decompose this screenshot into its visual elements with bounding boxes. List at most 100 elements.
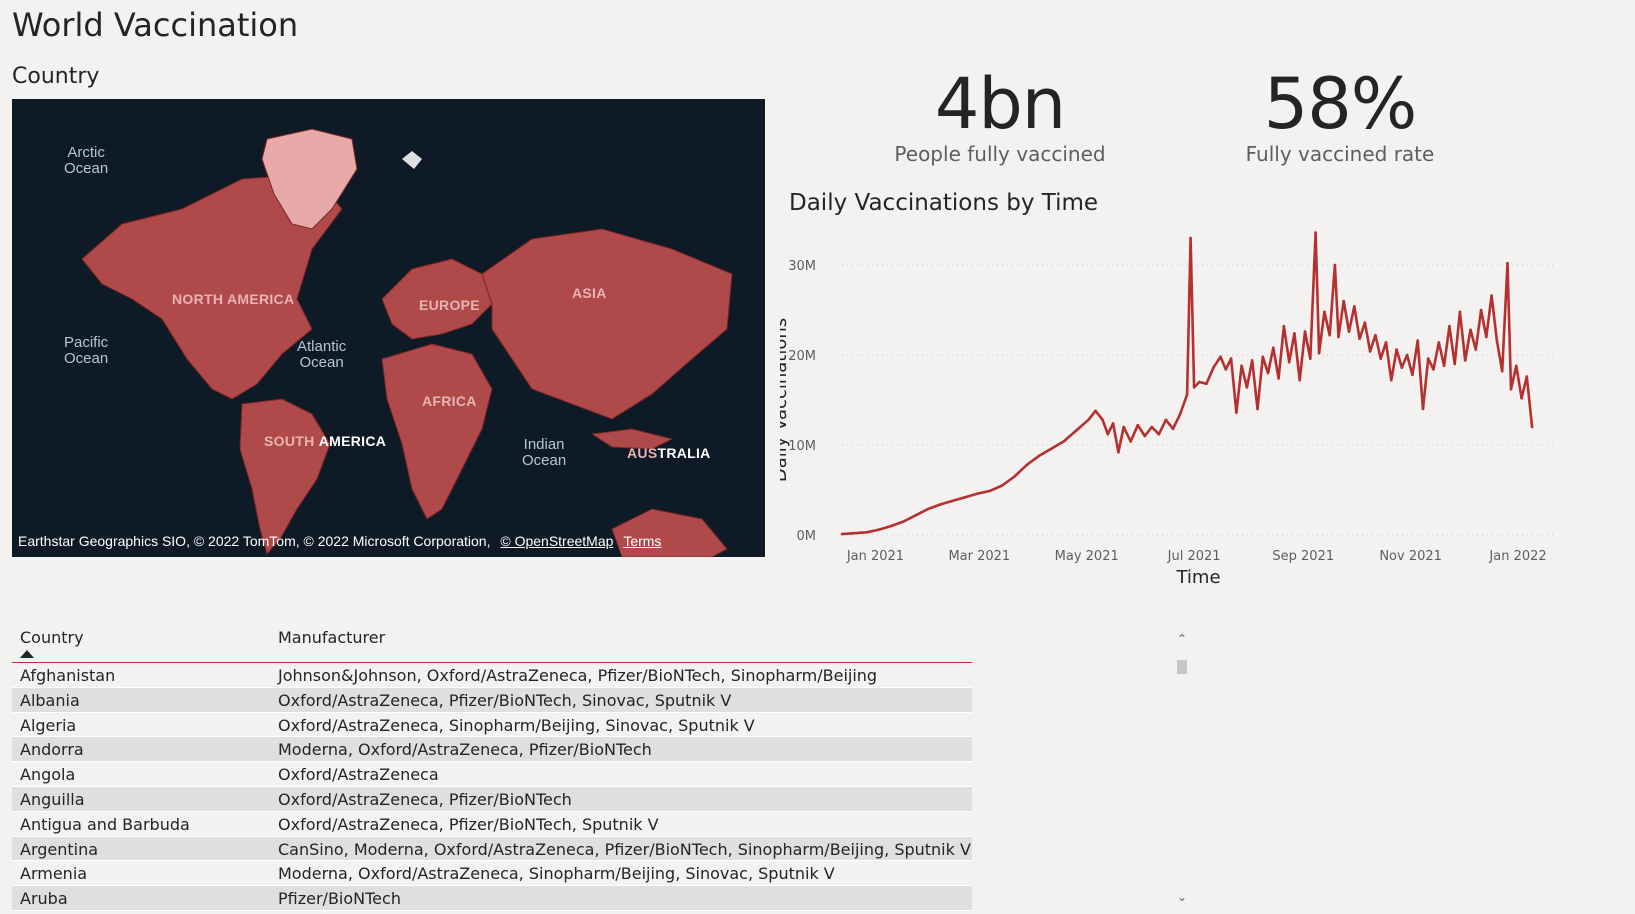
chart-title: Daily Vaccinations by Time — [789, 190, 1099, 216]
x-tick-label: Jan 2021 — [846, 549, 904, 564]
daily-vaccinations-chart[interactable]: 0M 10M 20M 30M Jan 2021 Mar 2021 May 2021 Jul 2… — [770, 230, 1620, 615]
data-point — [976, 492, 979, 495]
chevron-up-icon[interactable]: ⌃ — [1176, 632, 1188, 646]
data-point — [1277, 377, 1280, 380]
map-attribution: Earthstar Geographics SIO, © 2022 TomTom… — [18, 533, 661, 549]
column-header-country[interactable]: Country — [20, 628, 84, 647]
country-map[interactable]: Arctic Ocean Pacific Ocean Atlantic Ocean I… — [12, 99, 765, 557]
data-point — [1240, 364, 1243, 368]
table-row[interactable]: Argentina CanSino, Moderna, Oxford/AstraZ… — [12, 836, 972, 862]
x-tick-label: Jan 2022 — [1488, 549, 1546, 564]
table-scrollbar[interactable]: ⌃ ⌄ — [1175, 632, 1189, 907]
data-point — [1013, 475, 1016, 478]
arctic-ocean-label: Arctic Ocean — [64, 144, 109, 177]
data-point — [1500, 369, 1504, 373]
data-point — [1506, 261, 1509, 265]
table-row[interactable]: Armenia Moderna, Oxford/AstraZeneca, Sino… — [12, 861, 972, 887]
data-point — [840, 532, 844, 536]
data-point — [988, 489, 992, 493]
table-row[interactable]: Andorra Moderna, Oxford/AstraZeneca, Pfiz… — [12, 737, 972, 763]
data-point — [1136, 423, 1140, 427]
south-america-shape — [239, 398, 331, 556]
data-point — [1485, 335, 1488, 339]
map-title: Country — [12, 64, 100, 89]
terms-link[interactable]: Terms — [623, 533, 662, 549]
data-point — [963, 495, 967, 499]
asia-label: ASIA — [572, 285, 607, 301]
data-point — [1198, 380, 1201, 384]
openstreetmap-link[interactable]: © OpenStreetMap — [500, 533, 614, 549]
data-point — [1342, 299, 1345, 303]
data-point — [1101, 418, 1104, 422]
data-point — [1256, 407, 1259, 411]
cell-country: Armenia — [20, 864, 88, 884]
table-row[interactable]: Albania Oxford/AstraZeneca, Pfizer/BioNTe… — [12, 687, 972, 713]
data-point — [914, 513, 918, 517]
column-header-manufacturer[interactable]: Manufacturer — [278, 628, 386, 647]
table-row[interactable]: Algeria Oxford/AstraZeneca, Sinopharm/Bei… — [12, 713, 972, 738]
cell-country: Algeria — [20, 715, 77, 735]
data-point — [1229, 357, 1233, 360]
line-chart-svg[interactable]: 0M 10M 20M 30M Jan 2021 Mar 2021 May 2021 Jul 2… — [770, 230, 1620, 615]
africa-label: AFRICA — [422, 393, 477, 409]
pacific-ocean-label: Pacific Ocean — [64, 334, 109, 367]
cell-manufacturer: Moderna, Oxford/AstraZeneca, Sinopharm/B… — [278, 864, 835, 884]
cell-manufacturer: Johnson&Johnson, Oxford/AstraZeneca, Pfi… — [278, 666, 878, 685]
chevron-down-icon[interactable]: ⌄ — [1176, 890, 1188, 904]
data-point — [902, 520, 905, 523]
table-row[interactable]: Afghanistan Johnson&Johnson, Oxford/Astra… — [12, 663, 972, 688]
data-point — [1479, 308, 1483, 312]
australia-shape — [611, 508, 728, 557]
map-canvas[interactable] — [12, 99, 765, 557]
cell-country: Anguilla — [20, 789, 85, 809]
data-point — [1272, 346, 1275, 350]
data-point — [1437, 341, 1441, 344]
x-axis-title: Time — [1175, 567, 1220, 588]
data-point — [1390, 378, 1393, 382]
data-point — [1490, 294, 1493, 297]
data-point — [1212, 366, 1215, 369]
page-title: World Vaccination — [12, 6, 299, 44]
kpi-people-fully-vaccined: 4bn People fully vaccined — [880, 64, 1120, 166]
data-point — [1353, 305, 1356, 308]
data-point — [1171, 427, 1175, 431]
data-point — [1050, 447, 1053, 450]
data-point — [1250, 359, 1254, 362]
data-point — [951, 499, 955, 503]
data-point — [1515, 364, 1518, 368]
manufacturer-table[interactable]: Country Manufacturer Afghanistan Johnson&… — [12, 622, 972, 911]
data-point — [865, 531, 868, 534]
data-point — [1219, 355, 1222, 359]
data-point — [1458, 310, 1462, 314]
table-row[interactable]: Antigua and Barbuda Oxford/AstraZeneca, P… — [12, 812, 972, 837]
kpi-value: 58% — [1263, 63, 1418, 145]
data-point — [1317, 351, 1321, 355]
data-point — [1421, 407, 1425, 411]
series-line — [841, 231, 1534, 536]
cell-country: Antigua and Barbuda — [20, 814, 190, 834]
table-row[interactable]: Angola Oxford/AstraZeneca — [12, 762, 972, 787]
cell-manufacturer: Oxford/AstraZeneca, Sinopharm/Beijing, S… — [278, 715, 755, 735]
data-point — [1384, 341, 1388, 344]
scroll-thumb[interactable] — [1177, 660, 1187, 674]
north-america-label: NORTH AMERICA — [172, 291, 295, 307]
cell-manufacturer: Oxford/AstraZeneca, Pfizer/BioNTech, Spu… — [278, 814, 659, 834]
data-point — [1224, 368, 1228, 371]
cell-country: Argentina — [20, 839, 99, 859]
cell-country: Andorra — [20, 740, 84, 760]
table-row[interactable]: Anguilla Oxford/AstraZeneca, Pfizer/BioNT… — [12, 786, 972, 812]
data-point — [1062, 440, 1066, 443]
north-america-shape — [81, 173, 343, 400]
kpi-value: 4bn — [934, 63, 1066, 145]
table-row[interactable]: Aruba Pfizer/BioNTech — [12, 886, 972, 911]
data-point — [1309, 357, 1312, 360]
data-point — [1426, 357, 1430, 360]
greenland-shape — [261, 128, 358, 230]
sort-ascending-icon[interactable] — [20, 650, 34, 658]
data-point — [1328, 333, 1331, 337]
data-point — [1106, 432, 1110, 436]
data-point — [1337, 335, 1340, 339]
svalbard-shape — [402, 151, 422, 169]
kpi-label: Fully vaccined rate — [1245, 142, 1435, 166]
data-point — [1363, 321, 1367, 324]
